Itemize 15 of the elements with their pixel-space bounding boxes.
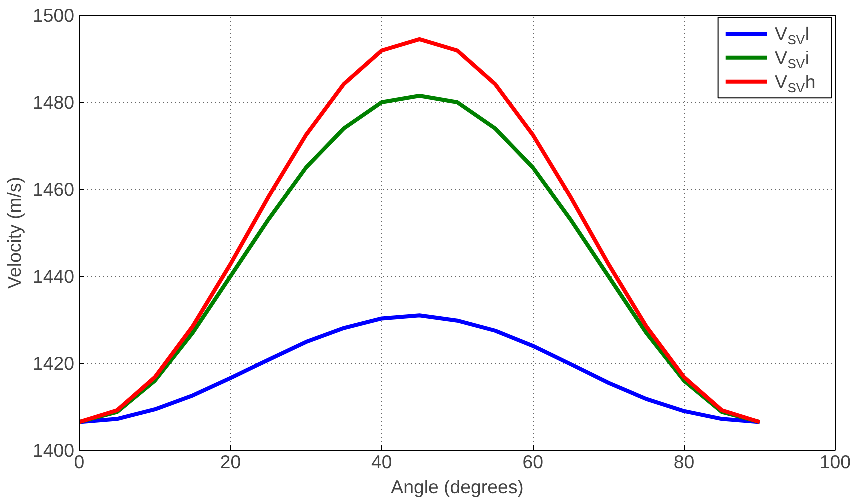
x-tick-label: 0: [74, 452, 85, 472]
x-tick-label: 60: [522, 452, 544, 472]
x-tick-label: 80: [674, 452, 695, 472]
y-tick-label: 1420: [32, 353, 75, 374]
x-tick-label: 20: [220, 452, 242, 472]
y-tick-label: 1460: [32, 179, 75, 200]
y-axis-title: Velocity (m/s): [4, 177, 25, 289]
y-tick-label: 1500: [32, 5, 75, 26]
x-axis-title: Angle (degrees): [391, 476, 524, 498]
y-tick-label: 1440: [32, 266, 75, 287]
x-tick-label: 100: [820, 452, 852, 472]
y-tick-label: 1480: [32, 92, 75, 113]
y-tick-label: 1400: [32, 440, 75, 461]
line-series: [80, 314, 762, 424]
x-tick-label: 40: [372, 452, 392, 472]
